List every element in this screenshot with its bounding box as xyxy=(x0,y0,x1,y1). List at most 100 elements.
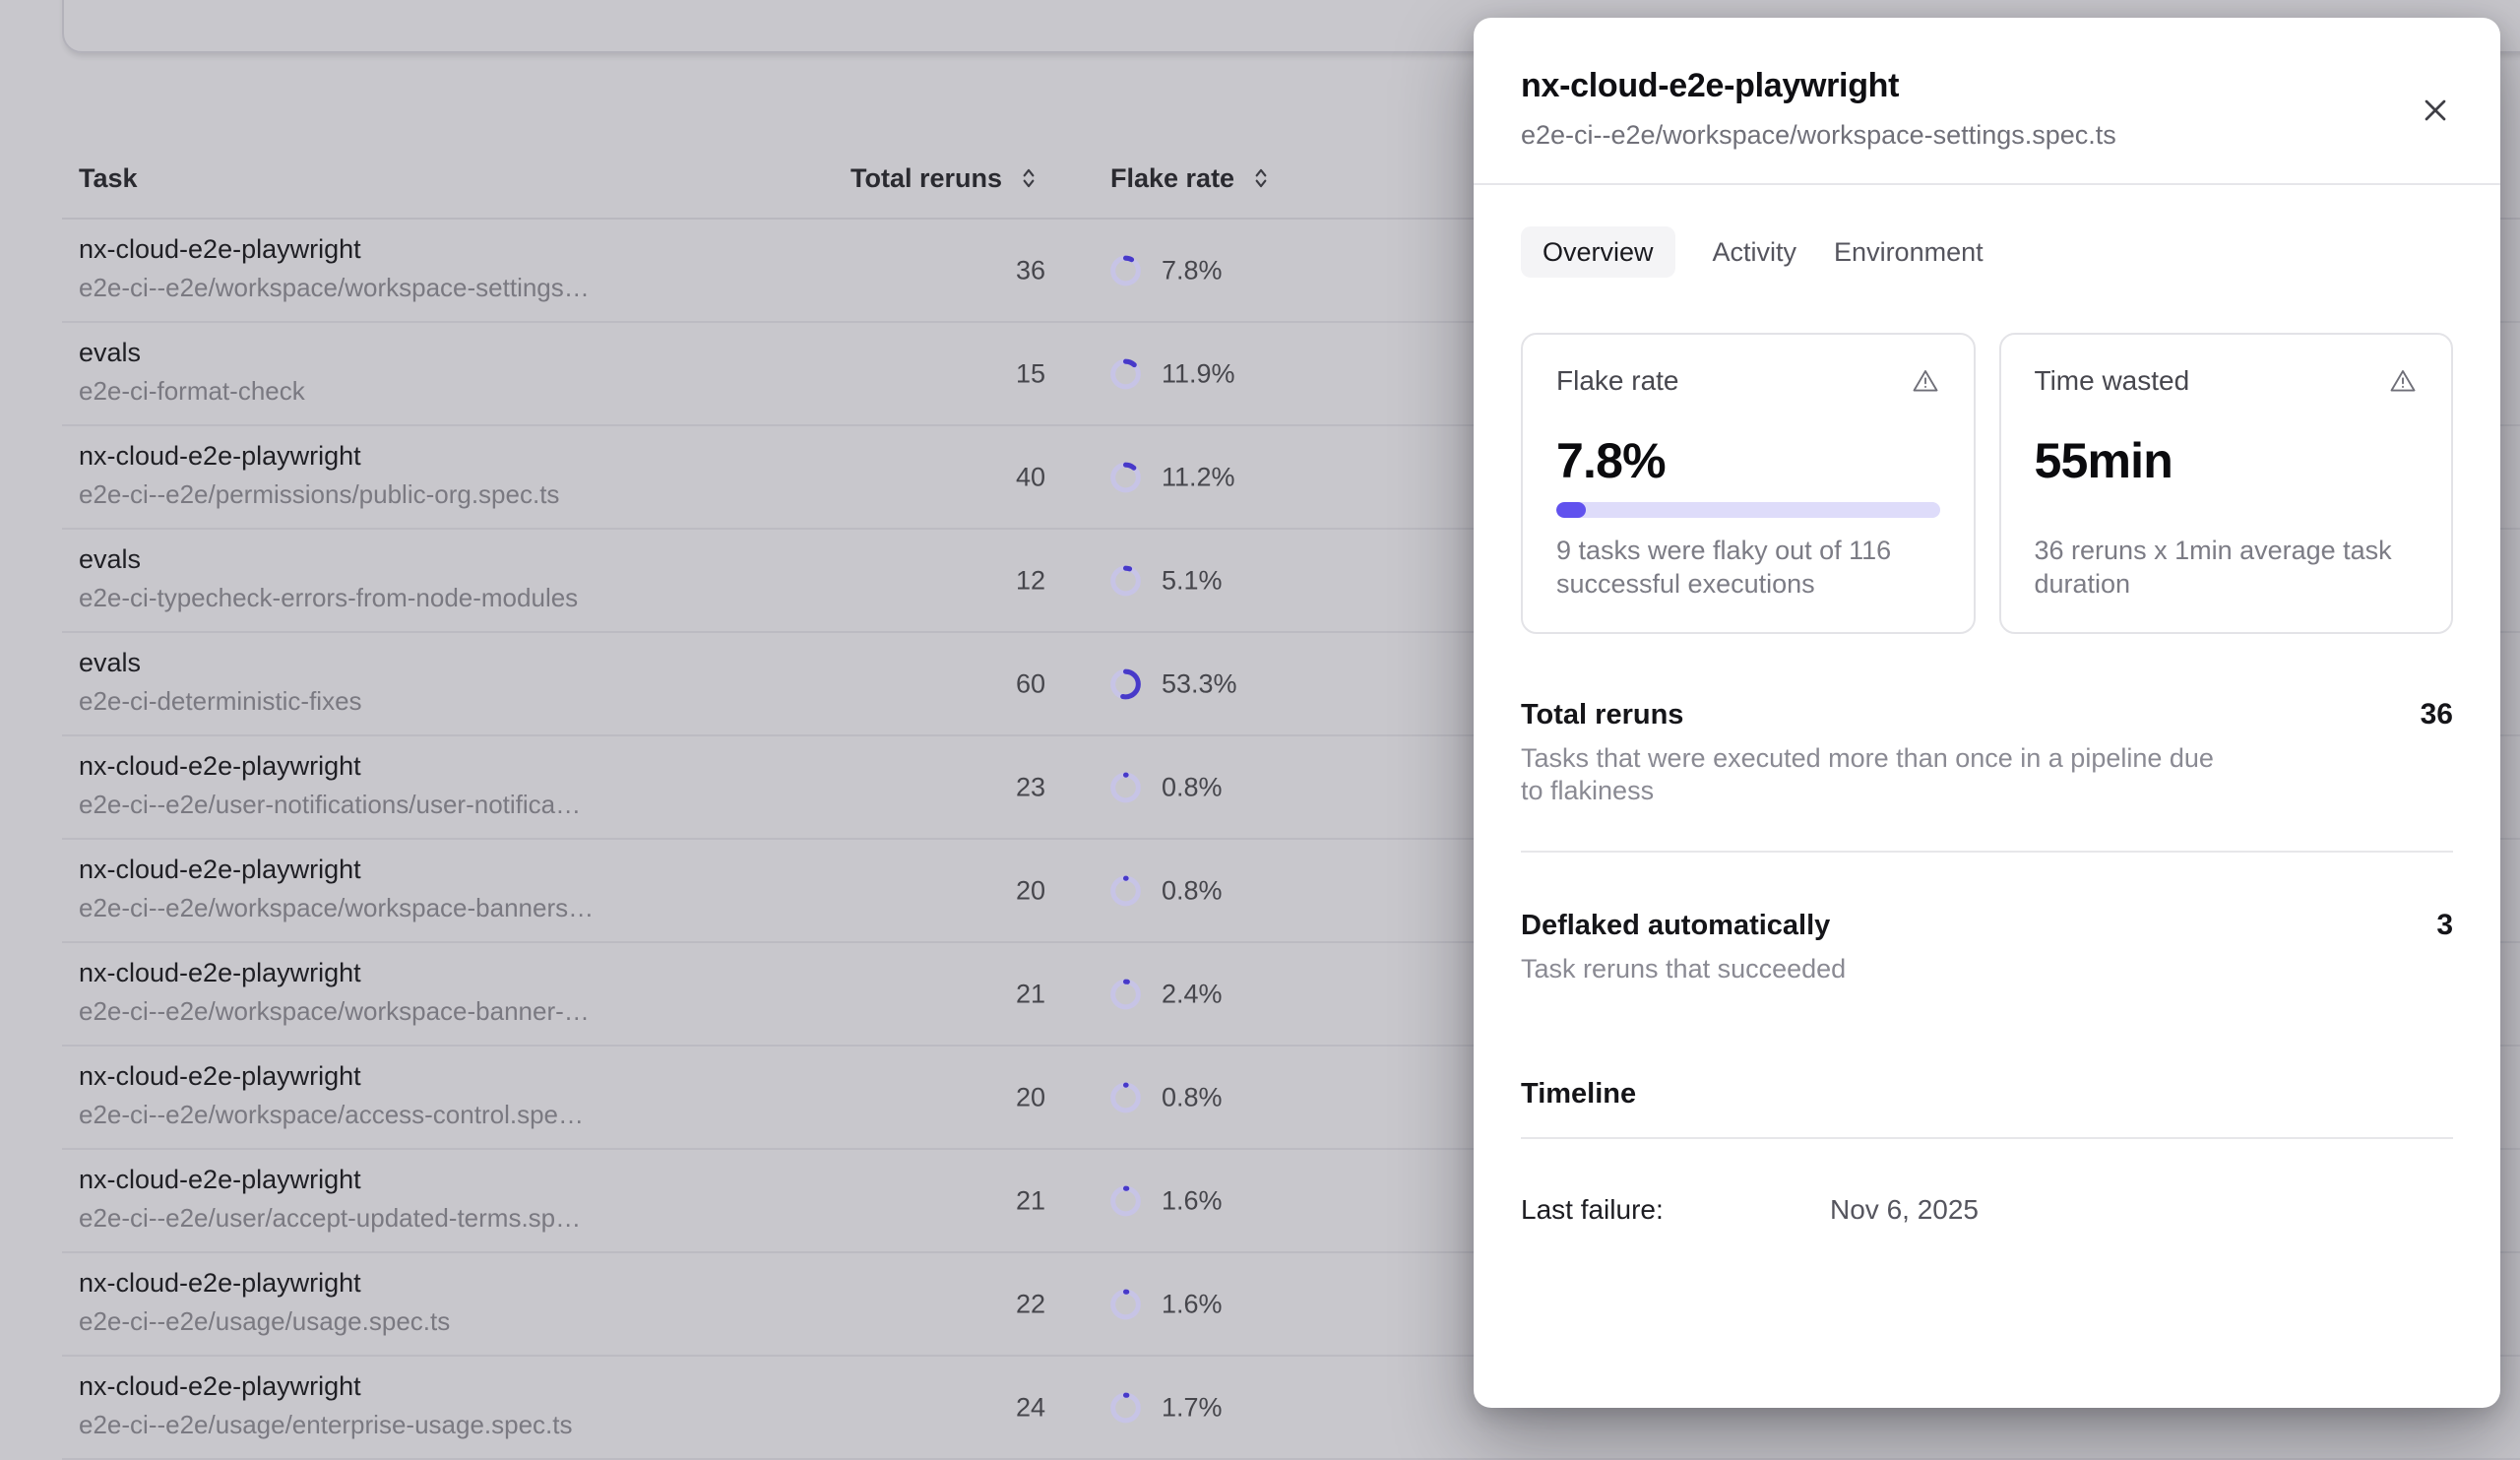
flake-rate-donut-icon xyxy=(1109,1184,1142,1217)
total-reruns-section: Total reruns 36 Tasks that were executed… xyxy=(1474,634,2500,807)
flake-rate-donut-icon xyxy=(1109,1391,1142,1424)
task-path: e2e-ci-deterministic-fixes xyxy=(79,686,362,716)
tab-overview[interactable]: Overview xyxy=(1521,226,1675,278)
total-reruns-cell: 22 xyxy=(1015,1289,1045,1318)
task-path: e2e-ci--e2e/workspace/access-control.spe… xyxy=(79,1100,584,1129)
tab-activity[interactable]: Activity xyxy=(1713,226,1797,278)
drawer-subtitle: e2e-ci--e2e/workspace/workspace-settings… xyxy=(1521,120,2116,150)
flake-rate-description: 9 tasks were flaky out of 116 successful… xyxy=(1556,536,1892,599)
task-cell: nx-cloud-e2e-playwright e2e-ci--e2e/user… xyxy=(79,1163,581,1235)
flake-progress-track xyxy=(1556,502,1940,518)
task-column-label: Task xyxy=(79,163,138,193)
total-reruns-column-label: Total reruns xyxy=(850,163,1002,193)
flake-rate-donut-icon xyxy=(1109,254,1142,286)
table-row[interactable]: nx-cloud-e2e-playwright e2e-ci--e2e/user… xyxy=(62,736,2520,840)
last-failure-row: Last failure: Nov 6, 2025 xyxy=(1474,1139,2500,1228)
task-cell: nx-cloud-e2e-playwright e2e-ci--e2e/work… xyxy=(79,232,590,304)
drawer-tabs: Overview Activity Environment xyxy=(1474,185,2500,278)
total-reruns-cell: 24 xyxy=(1015,1392,1045,1422)
drawer-header: nx-cloud-e2e-playwright e2e-ci--e2e/work… xyxy=(1474,18,2500,185)
task-path: e2e-ci--e2e/permissions/public-org.spec.… xyxy=(79,479,560,509)
timeline-divider xyxy=(1521,1137,2453,1139)
flake-rate-donut-icon xyxy=(1109,1081,1142,1113)
time-wasted-value: 55min xyxy=(2034,433,2174,488)
task-name: nx-cloud-e2e-playwright xyxy=(79,441,361,471)
task-path: e2e-ci--e2e/usage/enterprise-usage.spec.… xyxy=(79,1410,573,1439)
flake-rate-cell: 1.6% xyxy=(1162,1185,1223,1215)
table-row[interactable]: nx-cloud-e2e-playwright e2e-ci--e2e/usag… xyxy=(62,1253,2520,1357)
table-row[interactable]: evals e2e-ci-deterministic-fixes 60 53.3… xyxy=(62,633,2520,736)
task-path: e2e-ci--e2e/user/accept-updated-terms.sp… xyxy=(79,1203,582,1233)
table-row[interactable]: nx-cloud-e2e-playwright e2e-ci--e2e/work… xyxy=(62,220,2520,323)
task-name: nx-cloud-e2e-playwright xyxy=(79,751,361,781)
flake-rate-donut-icon xyxy=(1109,357,1142,390)
upper-card-bottom-edge xyxy=(62,0,2520,53)
table-row[interactable]: nx-cloud-e2e-playwright e2e-ci--e2e/work… xyxy=(62,840,2520,943)
flaky-tasks-table: Task Total reruns Flake rate nx-cloud-e2… xyxy=(62,49,2520,1460)
table-header-row: Task Total reruns Flake rate xyxy=(62,49,2520,220)
task-path: e2e-ci--e2e/usage/usage.spec.ts xyxy=(79,1306,451,1336)
task-cell: nx-cloud-e2e-playwright e2e-ci--e2e/usag… xyxy=(79,1266,450,1338)
total-reruns-cell: 12 xyxy=(1015,565,1045,595)
column-header-flake-rate[interactable]: Flake rate xyxy=(1110,160,1274,196)
table-row[interactable]: nx-cloud-e2e-playwright e2e-ci--e2e/work… xyxy=(62,943,2520,1047)
last-failure-value: Nov 6, 2025 xyxy=(1830,1194,1979,1225)
task-name: nx-cloud-e2e-playwright xyxy=(79,234,361,264)
deflaked-value: 3 xyxy=(2436,909,2453,941)
task-path: e2e-ci--e2e/workspace/workspace-settings… xyxy=(79,273,590,302)
flake-rate-cell: 0.8% xyxy=(1162,772,1223,801)
flake-rate-cell: 11.2% xyxy=(1162,462,1235,491)
task-name: evals xyxy=(79,338,142,367)
close-button[interactable] xyxy=(2418,93,2453,128)
task-name: nx-cloud-e2e-playwright xyxy=(79,1268,361,1298)
task-detail-drawer: nx-cloud-e2e-playwright e2e-ci--e2e/work… xyxy=(1474,18,2500,1408)
time-wasted-card-label: Time wasted xyxy=(2034,365,2190,396)
total-reruns-cell: 20 xyxy=(1015,875,1045,905)
task-name: nx-cloud-e2e-playwright xyxy=(79,958,361,987)
flake-rate-cell: 11.9% xyxy=(1162,358,1235,388)
task-path: e2e-ci-format-check xyxy=(79,376,305,406)
flake-rate-donut-icon xyxy=(1109,1288,1142,1320)
flake-rate-donut-icon xyxy=(1109,564,1142,597)
flake-rate-cell: 7.8% xyxy=(1162,255,1223,285)
last-failure-label: Last failure: xyxy=(1521,1194,1664,1225)
flake-rate-donut-icon xyxy=(1109,461,1142,493)
task-cell: nx-cloud-e2e-playwright e2e-ci--e2e/work… xyxy=(79,1059,584,1131)
flake-rate-cell: 5.1% xyxy=(1162,565,1223,595)
flaky-tasks-table-body: nx-cloud-e2e-playwright e2e-ci--e2e/work… xyxy=(62,220,2520,1460)
task-name: evals xyxy=(79,544,142,574)
flake-progress-fill xyxy=(1556,502,1587,518)
flake-rate-column-label: Flake rate xyxy=(1110,163,1235,193)
total-reruns-label: Total reruns xyxy=(1521,699,1684,730)
task-cell: nx-cloud-e2e-playwright e2e-ci--e2e/usag… xyxy=(79,1369,573,1441)
table-row[interactable]: nx-cloud-e2e-playwright e2e-ci--e2e/work… xyxy=(62,1047,2520,1150)
flake-rate-cell: 0.8% xyxy=(1162,875,1223,905)
flake-rate-cell: 0.8% xyxy=(1162,1082,1223,1111)
task-cell: nx-cloud-e2e-playwright e2e-ci--e2e/user… xyxy=(79,749,581,821)
task-cell: evals e2e-ci-typecheck-errors-from-node-… xyxy=(79,542,578,614)
deflaked-description: Task reruns that succeeded xyxy=(1521,954,1847,984)
flake-rate-donut-icon xyxy=(1109,874,1142,907)
table-row[interactable]: nx-cloud-e2e-playwright e2e-ci--e2e/user… xyxy=(62,1150,2520,1253)
sort-icon xyxy=(1248,165,1274,191)
task-name: nx-cloud-e2e-playwright xyxy=(79,1165,361,1194)
flake-rate-card: Flake rate 7.8% 9 tasks were flaky out o… xyxy=(1521,333,1976,634)
section-divider xyxy=(1521,851,2453,853)
total-reruns-description: Tasks that were executed more than once … xyxy=(1521,743,2214,805)
flake-rate-donut-icon xyxy=(1109,978,1142,1010)
deflaked-section: Deflaked automatically 3 Task reruns tha… xyxy=(1474,853,2500,985)
warning-icon xyxy=(2388,366,2418,396)
tab-environment[interactable]: Environment xyxy=(1834,226,1984,278)
total-reruns-value: 36 xyxy=(2420,698,2453,730)
table-row[interactable]: evals e2e-ci-typecheck-errors-from-node-… xyxy=(62,530,2520,633)
total-reruns-cell: 20 xyxy=(1015,1082,1045,1111)
task-path: e2e-ci--e2e/workspace/workspace-banners… xyxy=(79,893,595,922)
column-header-total-reruns[interactable]: Total reruns xyxy=(850,160,1041,196)
total-reruns-cell: 36 xyxy=(1015,255,1045,285)
time-wasted-card: Time wasted 55min 36 reruns x 1min avera… xyxy=(1998,333,2453,634)
flake-rate-cell: 1.6% xyxy=(1162,1289,1223,1318)
table-row[interactable]: evals e2e-ci-format-check 15 11.9% xyxy=(62,323,2520,426)
sort-icon xyxy=(1016,165,1041,191)
table-row[interactable]: nx-cloud-e2e-playwright e2e-ci--e2e/perm… xyxy=(62,426,2520,530)
flake-rate-cell: 53.3% xyxy=(1162,668,1237,698)
